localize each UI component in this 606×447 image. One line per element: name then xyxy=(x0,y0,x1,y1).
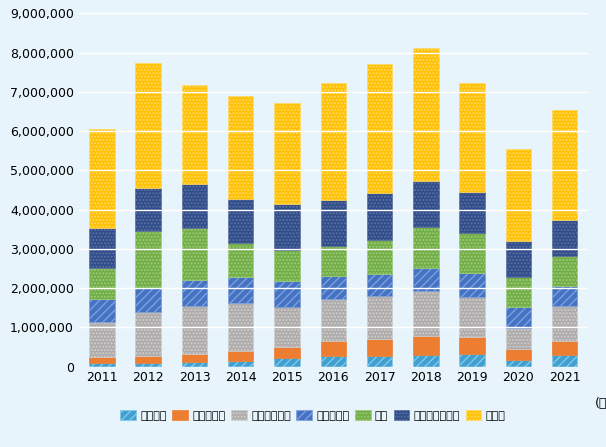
Bar xyxy=(136,188,161,232)
Bar xyxy=(321,83,346,200)
Bar xyxy=(552,306,578,341)
Bar xyxy=(136,356,161,363)
Bar xyxy=(275,307,300,347)
Bar xyxy=(552,341,578,354)
Bar xyxy=(413,291,439,336)
Bar xyxy=(367,64,392,193)
Bar xyxy=(321,276,346,299)
Bar xyxy=(505,307,531,328)
Bar xyxy=(136,232,161,288)
Bar xyxy=(228,243,253,277)
Bar xyxy=(552,286,578,306)
Bar xyxy=(89,129,115,228)
Bar xyxy=(505,278,531,307)
Bar xyxy=(459,273,485,297)
Bar xyxy=(321,341,346,356)
Bar xyxy=(505,360,531,367)
Bar xyxy=(182,228,207,280)
Bar xyxy=(552,354,578,367)
Bar xyxy=(413,336,439,355)
Bar xyxy=(136,288,161,312)
Bar xyxy=(413,268,439,291)
Bar xyxy=(367,339,392,356)
Bar xyxy=(367,274,392,296)
Bar xyxy=(136,312,161,356)
Bar xyxy=(413,181,439,227)
Bar xyxy=(182,280,207,306)
Bar xyxy=(321,246,346,276)
Bar xyxy=(459,192,485,233)
Bar xyxy=(275,347,300,358)
Text: (年): (年) xyxy=(594,397,606,410)
Bar xyxy=(89,228,115,268)
Bar xyxy=(182,184,207,228)
Bar xyxy=(89,268,115,299)
Bar xyxy=(367,193,392,240)
Bar xyxy=(505,328,531,349)
Bar xyxy=(505,241,531,278)
Bar xyxy=(413,48,439,181)
Bar xyxy=(459,354,485,367)
Bar xyxy=(275,358,300,367)
Bar xyxy=(89,322,115,357)
Bar xyxy=(367,296,392,339)
Bar xyxy=(182,306,207,354)
Bar xyxy=(228,361,253,367)
Bar xyxy=(228,351,253,361)
Bar xyxy=(459,83,485,192)
Bar xyxy=(321,200,346,246)
Bar xyxy=(275,103,300,204)
Bar xyxy=(321,356,346,367)
Bar xyxy=(552,220,578,257)
Bar xyxy=(89,363,115,367)
Bar xyxy=(413,227,439,268)
Bar xyxy=(552,257,578,286)
Bar xyxy=(367,356,392,367)
Bar xyxy=(228,277,253,304)
Bar xyxy=(89,299,115,322)
Bar xyxy=(136,363,161,367)
Bar xyxy=(321,299,346,341)
Bar xyxy=(228,199,253,243)
Bar xyxy=(459,337,485,354)
Bar xyxy=(275,250,300,281)
Bar xyxy=(89,357,115,363)
Bar xyxy=(182,362,207,367)
Bar xyxy=(136,63,161,188)
Legend: ベトナム, フィリピン, インドネシア, マレーシア, タイ, オーストラリア, インド: ベトナム, フィリピン, インドネシア, マレーシア, タイ, オーストラリア,… xyxy=(118,407,508,423)
Bar xyxy=(505,148,531,241)
Bar xyxy=(228,96,253,199)
Bar xyxy=(505,349,531,360)
Bar xyxy=(552,110,578,220)
Bar xyxy=(182,354,207,362)
Bar xyxy=(367,240,392,274)
Bar xyxy=(275,281,300,307)
Bar xyxy=(275,204,300,250)
Bar xyxy=(228,304,253,351)
Bar xyxy=(459,297,485,337)
Bar xyxy=(413,355,439,367)
Bar xyxy=(182,84,207,184)
Bar xyxy=(459,233,485,273)
